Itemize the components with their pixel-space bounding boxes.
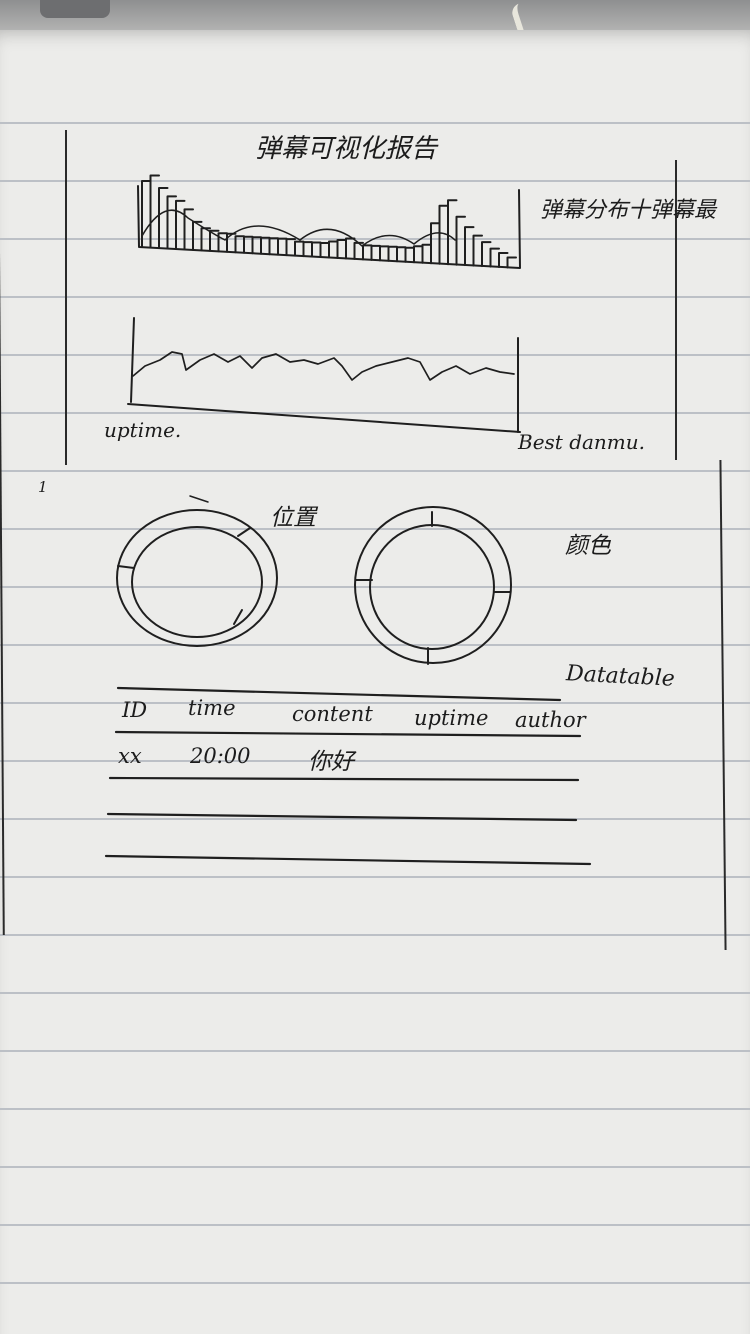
ruled-line [0, 644, 750, 646]
ruled-line [0, 1282, 750, 1284]
line-chart-sketch [127, 317, 521, 433]
page-title: 弹幕可视化报告 [255, 134, 438, 164]
ruled-line [0, 354, 750, 356]
table-cell-id: xx [118, 744, 142, 768]
label-position: 位置 [270, 505, 316, 531]
ruled-line [0, 528, 750, 530]
label-best-danmu: Best danmu. [518, 430, 646, 454]
ruled-line [0, 1108, 750, 1110]
right-margin-line-upper [675, 160, 677, 460]
label-distribution: 弹幕分布十弹幕最 [540, 198, 717, 223]
histogram-sketch [137, 174, 521, 269]
table-header-author: author [515, 708, 586, 732]
ruled-line [0, 702, 750, 704]
ruled-line [0, 122, 750, 124]
ruled-line [0, 180, 750, 182]
table-header-id: ID [122, 698, 148, 722]
desk-object [40, 0, 110, 18]
ruled-line [0, 760, 750, 762]
table-cell-time: 20:00 [190, 744, 251, 768]
table-header-uptime: uptime [414, 706, 489, 730]
ruled-line [0, 1050, 750, 1052]
table-header-time: time [188, 696, 236, 720]
donut-sketch-color [354, 506, 512, 665]
donut-sketch-position [116, 495, 278, 647]
ruled-line [0, 586, 750, 588]
label-uptime: uptime. [104, 418, 182, 442]
ruled-line [0, 296, 750, 298]
table-header-content: content [292, 702, 373, 726]
table-cell-content: 你好 [308, 749, 354, 775]
ruled-line [0, 412, 750, 414]
ruled-line [0, 818, 750, 820]
ruled-line [0, 1166, 750, 1168]
label-color: 颜色 [565, 533, 611, 559]
ruled-line [0, 992, 750, 994]
page-number: 1 [38, 478, 48, 496]
ruled-line [0, 934, 750, 936]
notebook-page [0, 30, 750, 1334]
left-margin-line [65, 130, 67, 465]
ruled-line [0, 1224, 750, 1226]
ruled-line [0, 876, 750, 878]
ruled-line [0, 470, 750, 472]
table-lines [104, 686, 592, 866]
